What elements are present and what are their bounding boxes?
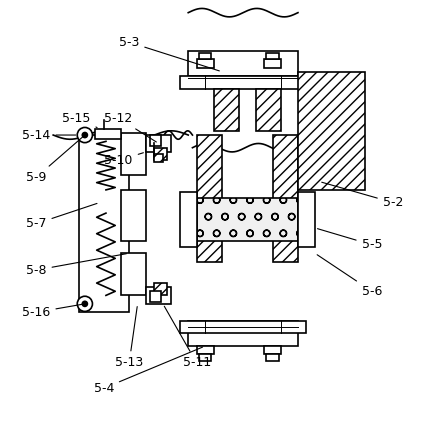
Bar <box>180 321 306 333</box>
Bar <box>199 53 211 59</box>
Bar <box>264 346 281 354</box>
Circle shape <box>82 133 87 138</box>
Bar <box>188 321 298 346</box>
Bar <box>188 51 298 76</box>
Bar <box>155 154 163 162</box>
Text: 5-3: 5-3 <box>119 36 219 71</box>
Bar <box>95 129 121 139</box>
Bar <box>197 198 298 241</box>
Text: 5-14: 5-14 <box>22 129 76 141</box>
Bar <box>79 135 129 312</box>
Bar <box>264 59 281 68</box>
Bar <box>197 59 214 68</box>
Bar <box>197 346 214 354</box>
Bar <box>155 283 167 295</box>
Bar <box>273 135 298 262</box>
Text: 5-13: 5-13 <box>115 307 143 369</box>
Text: 5-5: 5-5 <box>317 229 382 251</box>
Bar <box>266 53 279 59</box>
Text: 5-4: 5-4 <box>94 347 202 395</box>
Circle shape <box>77 296 92 311</box>
Bar <box>298 192 315 247</box>
Text: 5-10: 5-10 <box>104 153 143 167</box>
Bar <box>121 253 146 295</box>
Bar <box>266 354 279 361</box>
Bar <box>214 89 239 131</box>
Bar <box>180 192 197 247</box>
Bar <box>121 190 146 241</box>
Bar <box>150 291 161 302</box>
Bar <box>197 135 222 262</box>
Text: 5-15: 5-15 <box>62 112 97 127</box>
Bar <box>199 354 211 361</box>
Text: 5-8: 5-8 <box>26 254 127 276</box>
Text: 5-6: 5-6 <box>317 255 382 298</box>
Bar <box>146 287 171 304</box>
Circle shape <box>82 301 87 306</box>
Bar <box>146 135 171 152</box>
Bar <box>121 133 146 175</box>
Text: 5-9: 5-9 <box>26 137 83 184</box>
Text: 5-11: 5-11 <box>164 306 211 369</box>
Text: 5-7: 5-7 <box>26 203 97 230</box>
Bar <box>155 148 167 160</box>
Text: 5-12: 5-12 <box>104 112 156 142</box>
Circle shape <box>77 127 92 143</box>
Bar <box>298 72 365 190</box>
Text: 5-2: 5-2 <box>322 182 403 209</box>
Bar <box>180 76 306 89</box>
Bar <box>256 89 281 131</box>
Text: 5-16: 5-16 <box>22 304 82 319</box>
Bar <box>150 135 161 146</box>
